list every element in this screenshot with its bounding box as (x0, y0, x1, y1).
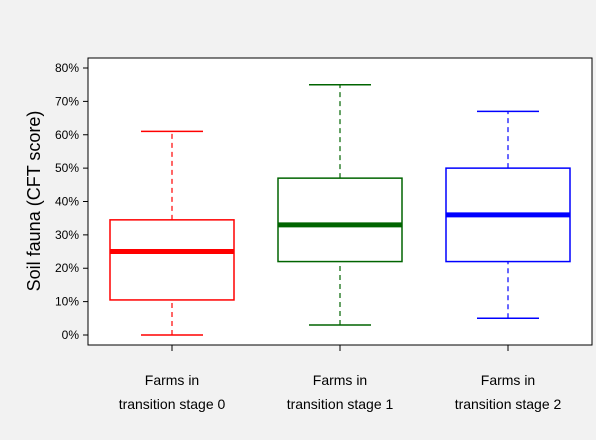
x-category-label-line2: transition stage 2 (455, 396, 562, 412)
y-tick-label: 20% (55, 261, 79, 275)
x-category-label-line1: Farms in (313, 372, 367, 388)
box-group (445, 110, 571, 320)
y-tick-label: 0% (62, 328, 80, 342)
box-group (109, 130, 235, 336)
iqr-box (109, 219, 235, 301)
box-group (277, 83, 403, 326)
y-tick-label: 30% (55, 228, 79, 242)
x-category-label-line2: transition stage 1 (287, 396, 394, 412)
y-tick-label: 40% (55, 195, 79, 209)
y-tick-label: 80% (55, 61, 79, 75)
iqr-box (277, 177, 403, 263)
y-axis-title: Soil fauna (CFT score) (24, 111, 44, 292)
y-tick-label: 50% (55, 161, 79, 175)
y-tick-label: 10% (55, 295, 79, 309)
x-axis: Farms in transition stage 0 Farms in transi… (119, 345, 562, 412)
y-tick-label: 70% (55, 94, 79, 108)
x-category-label-line1: Farms in (481, 372, 535, 388)
x-category-label-line2: transition stage 0 (119, 396, 226, 412)
y-axis: 0% 10% 20% 30% 40% 50% 60% 70% 80% (55, 61, 88, 342)
y-tick-label: 60% (55, 128, 79, 142)
x-category-label-line1: Farms in (145, 372, 199, 388)
boxes-group (109, 83, 571, 336)
